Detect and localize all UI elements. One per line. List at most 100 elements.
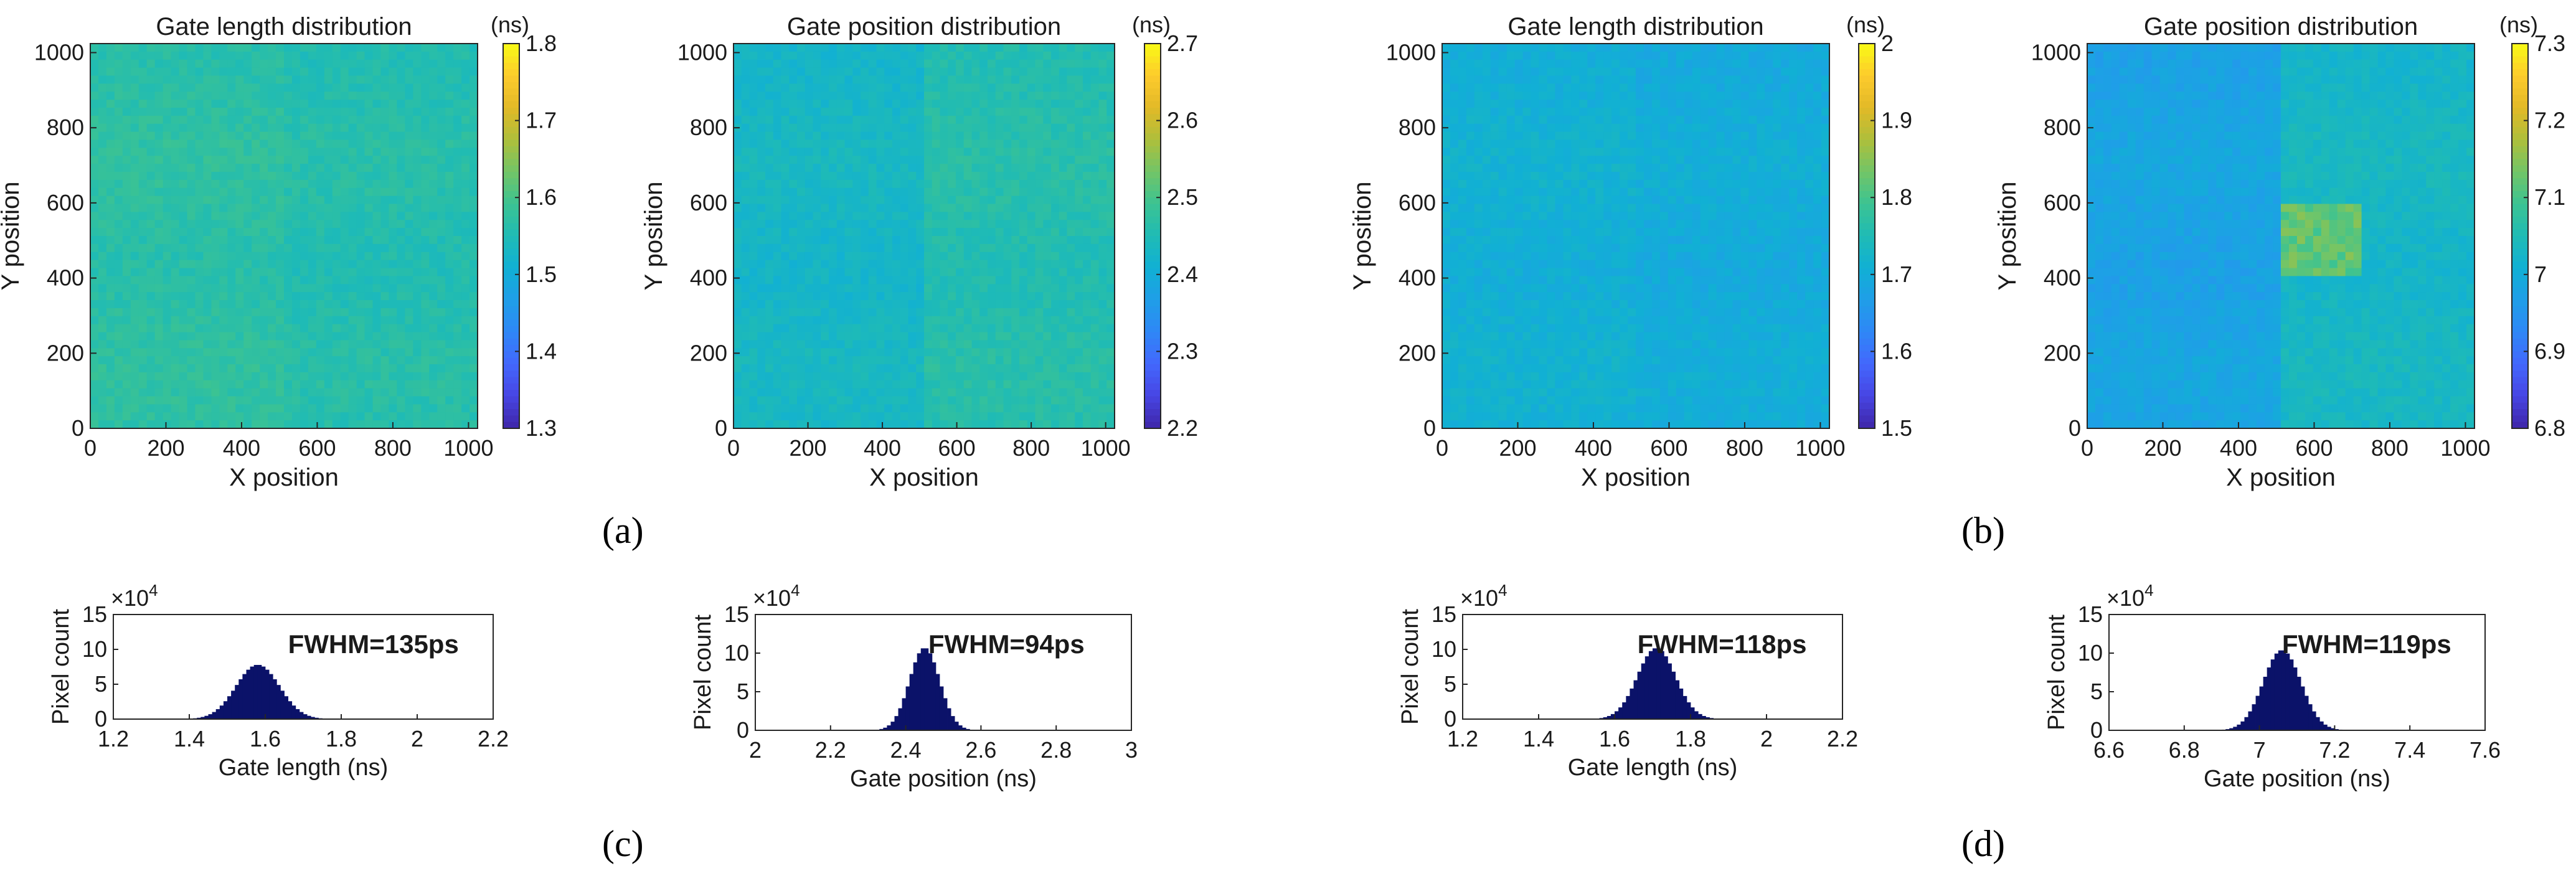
heatmap-cell bbox=[1027, 148, 1036, 156]
heatmap-cell bbox=[789, 100, 797, 108]
heatmap-cell bbox=[131, 236, 139, 244]
heatmap-cell bbox=[469, 44, 478, 52]
heatmap-cell bbox=[171, 83, 180, 92]
heatmap-cell bbox=[940, 356, 948, 364]
heatmap-cell bbox=[1813, 44, 1822, 52]
heatmap-cell bbox=[284, 172, 293, 180]
heatmap-cell bbox=[333, 380, 341, 389]
heatmap-cell bbox=[171, 100, 180, 108]
heatmap-cell bbox=[260, 148, 268, 156]
heatmap-cell bbox=[805, 356, 813, 364]
heatmap-cell bbox=[292, 332, 301, 341]
heatmap-cell bbox=[1083, 260, 1091, 268]
heatmap-cell bbox=[1083, 108, 1091, 116]
heatmap-cell bbox=[211, 324, 220, 332]
heatmap-cell bbox=[235, 83, 244, 92]
heatmap-cell bbox=[892, 276, 900, 284]
heatmap-cell bbox=[397, 164, 405, 172]
heatmap-cell bbox=[988, 356, 996, 364]
heatmap-cell bbox=[1051, 276, 1059, 284]
heatmap-cell bbox=[956, 404, 964, 412]
heatmap-cell bbox=[187, 300, 196, 308]
heatmap-cell bbox=[750, 196, 758, 204]
heatmap-cell bbox=[445, 316, 454, 324]
heatmap-cell bbox=[757, 244, 765, 252]
heatmap-cell bbox=[437, 132, 446, 140]
heatmap-cell bbox=[429, 397, 438, 405]
heatmap-cell bbox=[1067, 60, 1075, 68]
heatmap-cell bbox=[750, 397, 758, 405]
heatmap-cell bbox=[268, 132, 276, 140]
heatmap-cell bbox=[195, 340, 204, 348]
heatmap-cell bbox=[308, 60, 317, 68]
heatmap-cell bbox=[1106, 308, 1115, 316]
heatmap-cell bbox=[979, 252, 988, 260]
heatmap-cell bbox=[781, 420, 790, 428]
heatmap-cell bbox=[98, 116, 107, 124]
heatmap-cell bbox=[1083, 92, 1091, 100]
heatmap-cell bbox=[203, 204, 212, 212]
heatmap-cell bbox=[1083, 220, 1091, 228]
heatmap-cell bbox=[365, 260, 374, 268]
heatmap-cell bbox=[243, 52, 252, 60]
heatmap-cell bbox=[1765, 60, 1773, 68]
heatmap-cell bbox=[852, 276, 861, 284]
heatmap-cell bbox=[341, 60, 349, 68]
heatmap-cell bbox=[1011, 116, 1019, 124]
heatmap-cell bbox=[1051, 76, 1059, 84]
heatmap-cell bbox=[932, 340, 940, 348]
heatmap-cell bbox=[413, 68, 422, 76]
heatmap-cell bbox=[742, 244, 750, 252]
heatmap-cell bbox=[861, 244, 869, 252]
heatmap-cell bbox=[123, 236, 131, 244]
heatmap-cell bbox=[437, 220, 446, 228]
heatmap-cell bbox=[260, 364, 268, 372]
heatmap-cell bbox=[195, 132, 204, 140]
heatmap-cell bbox=[308, 164, 317, 172]
heatmap-cell bbox=[324, 364, 333, 372]
heatmap-cell bbox=[805, 404, 813, 412]
heatmap-cell bbox=[365, 244, 374, 252]
heatmap-cell bbox=[453, 356, 462, 364]
heatmap-cell bbox=[333, 108, 341, 116]
heatmap-cell bbox=[211, 140, 220, 148]
heatmap-cell bbox=[742, 100, 750, 108]
heatmap-cell bbox=[106, 284, 115, 292]
heatmap-cell bbox=[877, 100, 885, 108]
heatmap-cell bbox=[324, 372, 333, 380]
colorbar-swatch bbox=[503, 44, 519, 50]
heatmap-cell bbox=[106, 300, 115, 308]
heatmap-cell bbox=[821, 316, 829, 324]
heatmap-cell bbox=[916, 397, 924, 405]
heatmap-cell bbox=[365, 220, 374, 228]
heatmap-cell bbox=[147, 220, 156, 228]
heatmap-cell bbox=[155, 124, 164, 132]
heatmap-cell bbox=[1106, 76, 1115, 84]
heatmap-cell bbox=[948, 60, 956, 68]
heatmap-cell bbox=[1091, 100, 1099, 108]
heatmap-cell bbox=[805, 380, 813, 389]
heatmap-cell bbox=[300, 292, 309, 300]
heatmap-cell bbox=[357, 348, 366, 356]
heatmap-cell bbox=[429, 389, 438, 397]
heatmap-cell bbox=[179, 196, 188, 204]
heatmap-cell bbox=[877, 372, 885, 380]
heatmap-cell bbox=[292, 164, 301, 172]
colorbar-swatch bbox=[1144, 249, 1161, 256]
heatmap-cell bbox=[333, 364, 341, 372]
heatmap-cell bbox=[797, 164, 805, 172]
heatmap-cell bbox=[260, 324, 268, 332]
colorbar-swatch bbox=[503, 204, 519, 211]
heatmap-cell bbox=[1491, 52, 1499, 60]
heatmap-cell bbox=[869, 83, 877, 92]
heatmap-cell bbox=[123, 404, 131, 412]
heatmap-cell bbox=[757, 180, 765, 188]
heatmap-cell bbox=[734, 228, 742, 236]
heatmap-cell bbox=[996, 252, 1004, 260]
heatmap-cell bbox=[781, 212, 790, 220]
heatmap-cell bbox=[877, 52, 885, 60]
heatmap-cell bbox=[757, 308, 765, 316]
heatmap-cell bbox=[316, 252, 325, 260]
heatmap-cell bbox=[1011, 172, 1019, 180]
heatmap-cell bbox=[821, 44, 829, 52]
